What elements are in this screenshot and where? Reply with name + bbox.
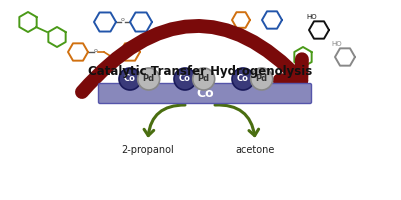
Text: Co: Co xyxy=(237,74,248,83)
Text: o: o xyxy=(121,17,125,22)
Text: Co: Co xyxy=(124,74,136,83)
Text: Pd: Pd xyxy=(142,74,154,83)
Text: Pd: Pd xyxy=(255,74,267,83)
Text: o: o xyxy=(94,47,98,52)
Circle shape xyxy=(250,68,272,90)
Circle shape xyxy=(138,68,159,90)
Text: acetone: acetone xyxy=(235,145,274,155)
Circle shape xyxy=(119,68,141,90)
Circle shape xyxy=(231,68,253,90)
FancyBboxPatch shape xyxy=(98,83,311,103)
Text: Pd: Pd xyxy=(197,74,209,83)
Text: Co: Co xyxy=(178,74,190,83)
Circle shape xyxy=(192,68,214,90)
Circle shape xyxy=(174,68,196,90)
Text: Catalytic Transfer Hydrogenolysis: Catalytic Transfer Hydrogenolysis xyxy=(88,66,311,78)
Text: HO: HO xyxy=(306,14,316,20)
Text: 2-propanol: 2-propanol xyxy=(122,145,174,155)
Text: Co: Co xyxy=(196,87,213,100)
Text: HO: HO xyxy=(331,41,342,47)
